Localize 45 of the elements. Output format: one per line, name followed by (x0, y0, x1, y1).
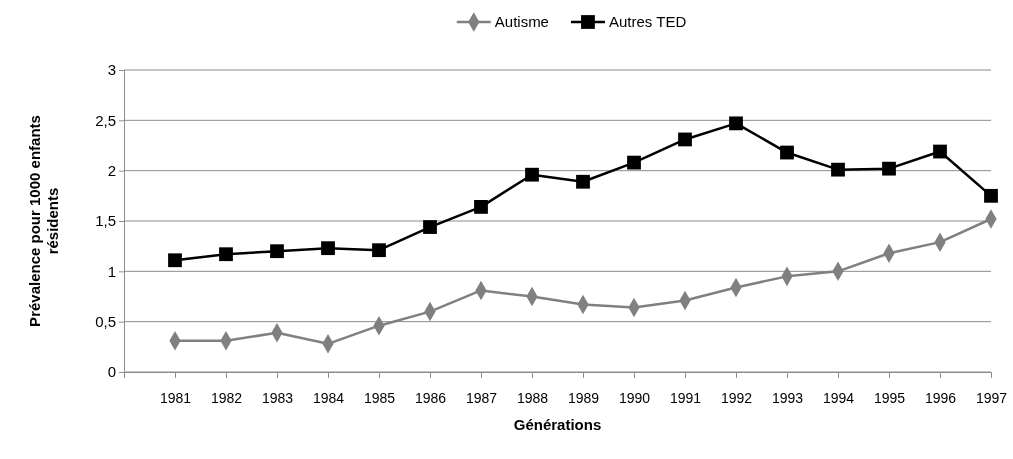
point (372, 243, 386, 258)
x-tick-label: 1989 (567, 390, 600, 407)
point (576, 174, 590, 189)
legend-label: Autisme (494, 13, 549, 30)
point (933, 144, 947, 159)
x-tick-label: 1988 (516, 390, 549, 407)
point (882, 161, 896, 176)
point (474, 200, 488, 214)
x-tick-label: 1991 (669, 390, 702, 407)
point (270, 244, 284, 259)
point (168, 253, 182, 268)
y-axis-title: Prévalence pour 1000 enfants résidents (26, 115, 61, 327)
legend-label: Autres TED (608, 13, 687, 30)
y-tick-label: 2 (107, 161, 116, 179)
x-axis-title: Générations (513, 416, 602, 433)
point (219, 247, 233, 262)
y-tick-label: 2,5 (95, 111, 116, 129)
x-tick-label: 1987 (465, 390, 498, 407)
x-tick-label: 1985 (363, 390, 396, 407)
x-tick-label: 1981 (159, 390, 192, 407)
x-tick-label: 1984 (312, 390, 345, 407)
y-tick-label: 3 (107, 61, 116, 79)
point (678, 132, 692, 147)
x-tick-label: 1996 (924, 390, 957, 407)
point (423, 220, 437, 234)
y-tick-label: 1 (107, 262, 116, 280)
point (627, 155, 641, 170)
x-tick-label: 1982 (210, 390, 243, 407)
point (525, 167, 539, 182)
point (780, 145, 794, 160)
x-tick-label: 1995 (873, 390, 906, 407)
x-tick-label: 1986 (414, 390, 447, 407)
y-tick-label: 0,5 (95, 312, 116, 330)
x-tick-label: 1990 (618, 390, 651, 407)
x-tick-label: 1992 (720, 390, 753, 407)
x-tick-label: 1994 (822, 390, 855, 407)
point (729, 116, 743, 131)
x-tick-label: 1997 (975, 390, 1008, 407)
point (984, 188, 998, 203)
y-tick-label: 1,5 (95, 212, 116, 230)
x-tick-label: 1993 (771, 390, 804, 407)
y-tick-label: 0 (107, 363, 116, 381)
x-tick-label: 1983 (261, 390, 294, 407)
point (321, 241, 335, 256)
point (831, 162, 845, 177)
